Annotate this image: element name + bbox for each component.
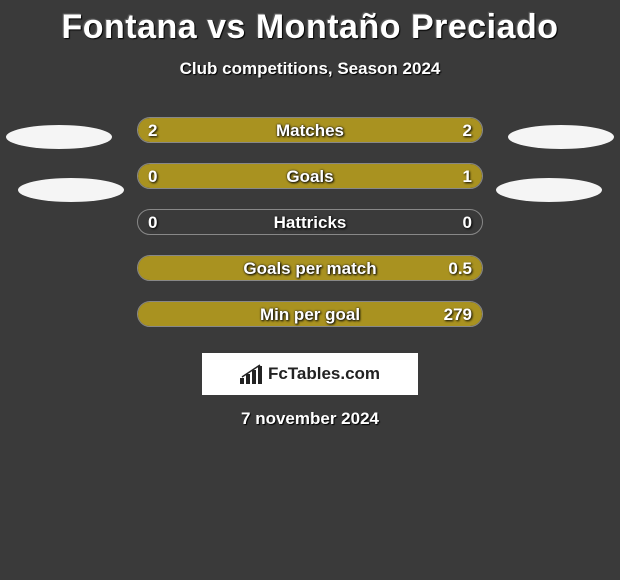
bar-track: 0.5Goals per match <box>137 255 483 281</box>
bar-left <box>138 118 310 142</box>
stat-row: 0 0Hattricks <box>0 199 620 245</box>
page-title: Fontana vs Montaño Preciado <box>0 0 620 47</box>
logo-text: FcTables.com <box>268 364 380 384</box>
bar-track: 01Goals <box>137 163 483 189</box>
bar-right <box>200 164 482 188</box>
logo-box: FcTables.com <box>202 353 418 395</box>
bar-right <box>138 302 482 326</box>
bar-track: 22Matches <box>137 117 483 143</box>
stat-row: 0.5Goals per match <box>0 245 620 291</box>
bar-right <box>138 256 482 280</box>
stat-value-right: 2 <box>463 118 472 143</box>
subtitle: Club competitions, Season 2024 <box>0 59 620 79</box>
stat-row: 01Goals <box>0 153 620 199</box>
stat-label: Hattricks <box>138 210 482 235</box>
stat-value-right: 1 <box>463 164 472 189</box>
fctables-logo-icon <box>240 364 264 384</box>
stat-value-left: 2 <box>148 118 157 143</box>
stat-row: 22Matches <box>0 107 620 153</box>
date-label: 7 november 2024 <box>0 409 620 429</box>
comparison-chart: 22Matches01Goals00Hattricks0.5Goals per … <box>0 107 620 337</box>
bar-track: 0 0Hattricks <box>137 209 483 235</box>
stat-value-left: 0 <box>148 164 157 189</box>
bar-track: 279Min per goal <box>137 301 483 327</box>
stat-value-right: 0.5 <box>448 256 472 281</box>
stat-row: 279Min per goal <box>0 291 620 337</box>
bar-right <box>310 118 482 142</box>
stat-value-right: 279 <box>444 302 472 327</box>
stat-value-right: 0 <box>463 210 472 235</box>
stat-value-left: 0 <box>148 210 157 235</box>
